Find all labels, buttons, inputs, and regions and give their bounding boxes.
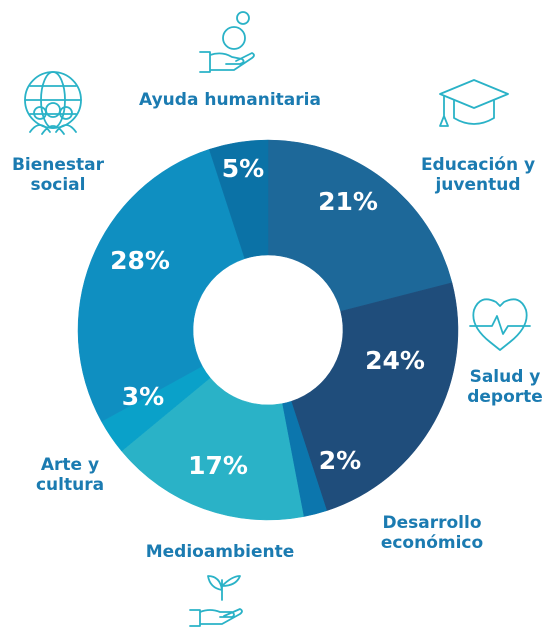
slice-label: 3% bbox=[122, 382, 164, 411]
icon-plant bbox=[189, 575, 243, 627]
slice-label: 2% bbox=[319, 446, 361, 475]
slice bbox=[121, 377, 304, 521]
slice bbox=[208, 139, 269, 259]
category-label: Medioambiente bbox=[145, 542, 295, 562]
slice bbox=[267, 139, 453, 312]
slice-label: 28% bbox=[110, 246, 170, 275]
slice bbox=[290, 282, 459, 512]
icon-globe bbox=[24, 71, 82, 135]
category-label: Desarrollo económico bbox=[380, 513, 484, 553]
slice-label: 17% bbox=[188, 451, 248, 480]
slice-label: 5% bbox=[222, 154, 264, 183]
category-label: Ayuda humanitaria bbox=[139, 90, 321, 110]
category-label: Bienestar social bbox=[11, 155, 105, 195]
icon-heart bbox=[469, 298, 531, 351]
slice-label: 24% bbox=[365, 346, 425, 375]
slice bbox=[77, 148, 246, 422]
category-label: Educación y juventud bbox=[420, 155, 536, 195]
icon-helping bbox=[199, 11, 255, 73]
icon-cap bbox=[439, 79, 509, 127]
category-label: Salud y deporte bbox=[467, 367, 543, 407]
slice-label: 21% bbox=[318, 187, 378, 216]
category-label: Arte y cultura bbox=[35, 455, 105, 495]
